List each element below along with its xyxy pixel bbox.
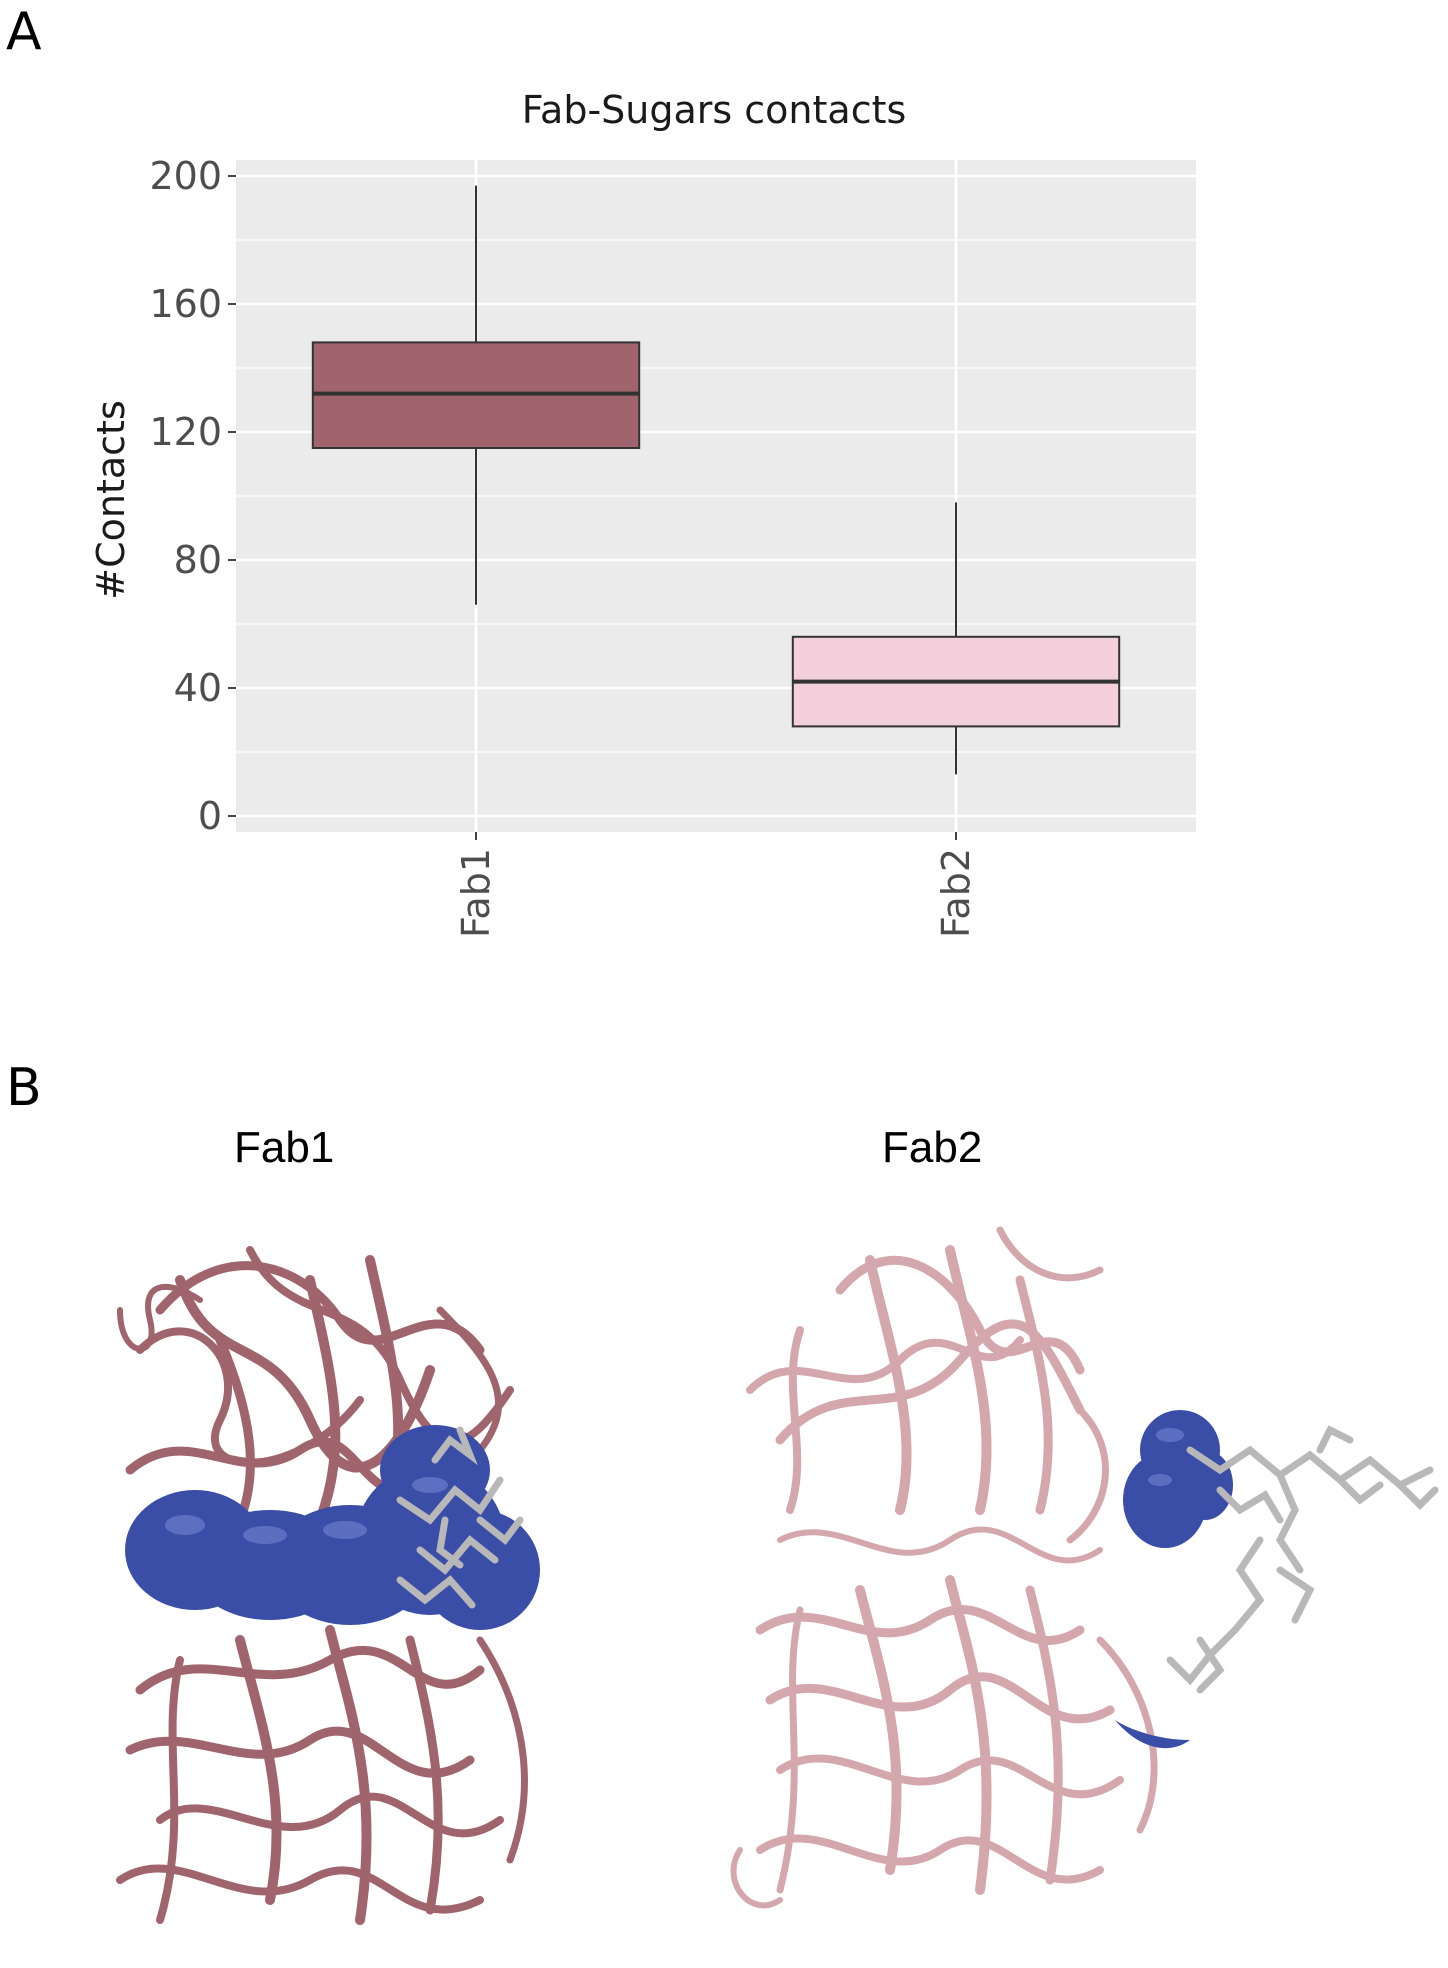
fab2-protein-structure-image — [730, 1226, 1439, 1909]
box-fab1 — [311, 185, 641, 605]
box-plot-chart: Fab-Sugars contacts 0 40 80 120 160 200 Fab1 Fa… — [89, 88, 1196, 938]
box-series — [311, 185, 1121, 775]
axes: 0 40 80 120 160 200 Fab1 Fab2 — [149, 154, 978, 938]
y-tick-label: 160 — [149, 282, 222, 326]
y-tick-label: 80 — [174, 538, 222, 582]
x-tick-label: Fab2 — [934, 848, 978, 938]
box-fab2 — [791, 502, 1121, 775]
y-tick-label: 40 — [174, 666, 222, 710]
y-tick-label: 0 — [198, 794, 222, 838]
fab1-structure-title: Fab1 — [234, 1123, 335, 1172]
fab2-structure-title: Fab2 — [882, 1123, 983, 1172]
panel-a-label: A — [6, 2, 42, 62]
y-tick-label: 200 — [149, 154, 222, 198]
x-tick-label: Fab1 — [454, 848, 498, 938]
y-axis-label: #Contacts — [89, 400, 133, 599]
panel-b-label: B — [6, 1058, 42, 1118]
fab1-protein-structure-image — [116, 1246, 540, 1925]
y-tick-label: 120 — [149, 410, 222, 454]
chart-title: Fab-Sugars contacts — [522, 88, 907, 132]
